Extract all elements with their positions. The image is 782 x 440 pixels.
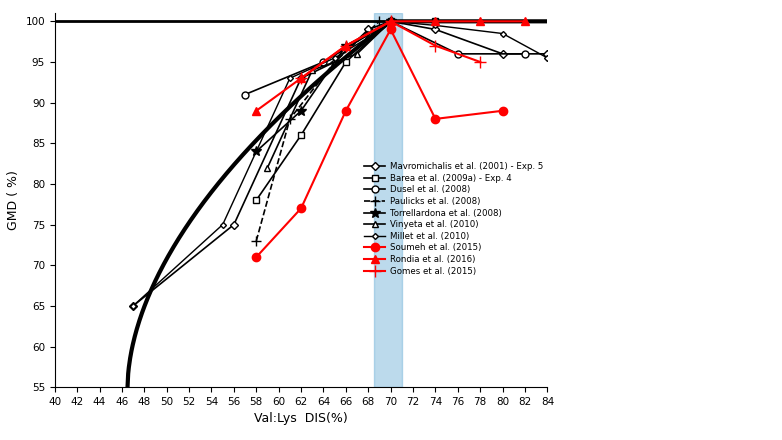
Legend: Mavromichalis et al. (2001) - Exp. 5, Barea et al. (2009a) - Exp. 4, Dusel et al: Mavromichalis et al. (2001) - Exp. 5, Ba…	[364, 162, 543, 275]
Millet et al. (2010)	[218, 222, 228, 227]
Line: Torrellardona et al. (2008): Torrellardona et al. (2008)	[252, 16, 396, 156]
Mavromichalis et al. (2001) - Exp. 5	[431, 27, 440, 32]
Vinyeta et al. (2010)	[263, 165, 272, 170]
Millet et al. (2010)	[498, 31, 508, 36]
Mavromichalis et al. (2001) - Exp. 5	[543, 51, 552, 56]
Mavromichalis et al. (2001) - Exp. 5	[386, 18, 396, 24]
Mavromichalis et al. (2001) - Exp. 5	[498, 51, 508, 56]
Y-axis label: GMD ( %): GMD ( %)	[7, 170, 20, 230]
Line: Mavromichalis et al. (2001) - Exp. 5: Mavromichalis et al. (2001) - Exp. 5	[131, 18, 551, 309]
Line: Barea et al. (2009a) - Exp. 4: Barea et al. (2009a) - Exp. 4	[253, 18, 439, 204]
Rondia et al. (2016)	[341, 43, 350, 48]
Paulicks et al. (2008)	[330, 59, 339, 65]
Millet et al. (2010)	[330, 55, 339, 61]
Millet et al. (2010)	[364, 35, 373, 40]
Mavromichalis et al. (2001) - Exp. 5	[229, 222, 239, 227]
Paulicks et al. (2008)	[285, 116, 295, 121]
Rondia et al. (2016)	[386, 18, 396, 24]
Line: Soumeh et al. (2015): Soumeh et al. (2015)	[252, 25, 507, 261]
Torrellardona et al. (2008)	[386, 18, 396, 24]
Soumeh et al. (2015)	[431, 116, 440, 121]
Dusel et al. (2008)	[319, 59, 328, 65]
Millet et al. (2010)	[386, 18, 396, 24]
Gomes et al. (2015)	[386, 18, 396, 24]
Line: Vinyeta et al. (2010): Vinyeta et al. (2010)	[264, 18, 394, 171]
Mavromichalis et al. (2001) - Exp. 5	[128, 303, 138, 308]
Barea et al. (2009a) - Exp. 4	[296, 132, 306, 138]
X-axis label: Val:Lys  DIS(%): Val:Lys DIS(%)	[254, 412, 348, 425]
Rondia et al. (2016)	[252, 108, 261, 114]
Millet et al. (2010)	[128, 303, 138, 308]
Rondia et al. (2016)	[520, 18, 529, 24]
Line: Millet et al. (2010): Millet et al. (2010)	[131, 19, 550, 308]
Rondia et al. (2016)	[296, 76, 306, 81]
Mavromichalis et al. (2001) - Exp. 5	[296, 76, 306, 81]
Vinyeta et al. (2010)	[353, 51, 362, 56]
Barea et al. (2009a) - Exp. 4	[431, 18, 440, 24]
Millet et al. (2010)	[285, 76, 295, 81]
Rondia et al. (2016)	[431, 18, 440, 24]
Barea et al. (2009a) - Exp. 4	[252, 198, 261, 203]
Torrellardona et al. (2008)	[341, 43, 350, 48]
Millet et al. (2010)	[431, 23, 440, 28]
Rondia et al. (2016)	[475, 18, 485, 24]
Barea et al. (2009a) - Exp. 4	[341, 59, 350, 65]
Dusel et al. (2008)	[520, 51, 529, 56]
Dusel et al. (2008)	[386, 18, 396, 24]
Bar	[374, 13, 402, 387]
Gomes et al. (2015)	[341, 43, 350, 48]
Mavromichalis et al. (2001) - Exp. 5	[364, 27, 373, 32]
Soumeh et al. (2015)	[252, 254, 261, 260]
Line: Gomes et al. (2015): Gomes et al. (2015)	[296, 16, 486, 84]
Soumeh et al. (2015)	[498, 108, 508, 114]
Dusel et al. (2008)	[240, 92, 249, 97]
Vinyeta et al. (2010)	[307, 67, 317, 73]
Gomes et al. (2015)	[296, 76, 306, 81]
Line: Paulicks et al. (2008): Paulicks et al. (2008)	[252, 16, 384, 246]
Dusel et al. (2008)	[453, 51, 462, 56]
Millet et al. (2010)	[543, 55, 552, 61]
Gomes et al. (2015)	[475, 59, 485, 65]
Line: Rondia et al. (2016): Rondia et al. (2016)	[252, 17, 529, 115]
Barea et al. (2009a) - Exp. 4	[386, 18, 396, 24]
Soumeh et al. (2015)	[386, 27, 396, 32]
Vinyeta et al. (2010)	[386, 18, 396, 24]
Torrellardona et al. (2008)	[296, 108, 306, 114]
Line: Dusel et al. (2008): Dusel et al. (2008)	[242, 18, 529, 98]
Paulicks et al. (2008)	[252, 238, 261, 243]
Soumeh et al. (2015)	[296, 205, 306, 211]
Gomes et al. (2015)	[431, 43, 440, 48]
Paulicks et al. (2008)	[375, 18, 384, 24]
Mavromichalis et al. (2001) - Exp. 5	[330, 59, 339, 65]
Torrellardona et al. (2008)	[252, 149, 261, 154]
Soumeh et al. (2015)	[341, 108, 350, 114]
